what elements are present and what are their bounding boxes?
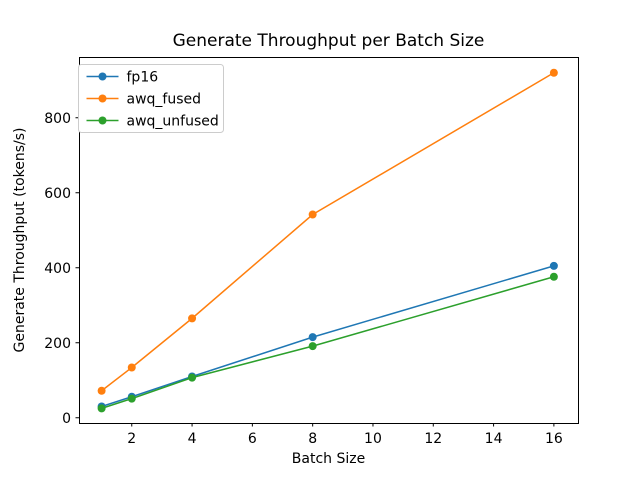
data-point-awq_fused xyxy=(127,363,136,372)
y-tick-label: 0 xyxy=(62,411,71,427)
y-tick-label: 400 xyxy=(44,261,71,277)
series-line-awq_unfused xyxy=(100,276,555,410)
x-tick-label: 8 xyxy=(308,431,317,447)
data-point-awq_unfused xyxy=(188,373,197,382)
x-tick-label: 16 xyxy=(545,431,563,447)
y-axis-label: Generate Throughput (tokens/s) xyxy=(12,127,28,353)
data-point-awq_unfused xyxy=(308,342,317,351)
y-tick-label: 600 xyxy=(44,186,71,202)
legend-label: awq_unfused xyxy=(127,114,219,130)
legend-marker-sample xyxy=(98,94,107,103)
data-point-fp16 xyxy=(549,261,558,270)
x-tick-label: 14 xyxy=(485,431,503,447)
legend-box xyxy=(78,64,224,133)
x-tick-label: 6 xyxy=(248,431,257,447)
data-point-fp16 xyxy=(308,333,317,342)
axes-spines xyxy=(79,57,579,424)
y-tick-label: 200 xyxy=(44,336,71,352)
y-tick-label: 800 xyxy=(44,111,71,127)
x-tick-label: 4 xyxy=(188,431,197,447)
legend-marker-sample xyxy=(98,116,107,125)
data-point-awq_unfused xyxy=(127,394,136,403)
legend-marker-sample xyxy=(98,72,107,81)
data-point-awq_unfused xyxy=(97,404,106,413)
data-point-awq_fused xyxy=(97,386,106,395)
chart-title: Generate Throughput per Batch Size xyxy=(172,31,485,51)
data-point-awq_fused xyxy=(188,314,197,323)
data-point-awq_unfused xyxy=(549,272,558,281)
x-tick-label: 12 xyxy=(424,431,442,447)
x-tick-label: 10 xyxy=(364,431,382,447)
x-tick-label: 2 xyxy=(127,431,136,447)
data-point-awq_fused xyxy=(308,210,317,219)
legend-label: fp16 xyxy=(127,70,159,86)
data-point-awq_fused xyxy=(549,68,558,77)
x-axis-label: Batch Size xyxy=(291,451,366,467)
legend-label: awq_fused xyxy=(127,92,202,108)
